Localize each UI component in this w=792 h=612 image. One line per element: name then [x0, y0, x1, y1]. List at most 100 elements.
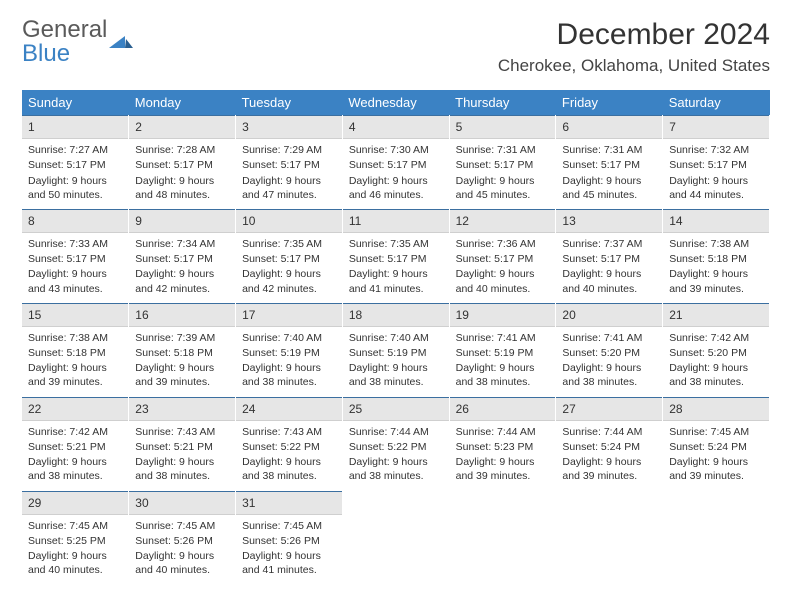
month-title: December 2024: [498, 18, 770, 52]
day-number: 16: [129, 303, 235, 327]
location: Cherokee, Oklahoma, United States: [498, 56, 770, 76]
day-number: 22: [22, 397, 128, 421]
calendar-week-row: 29Sunrise: 7:45 AMSunset: 5:25 PMDayligh…: [22, 491, 770, 585]
calendar-week-row: 22Sunrise: 7:42 AMSunset: 5:21 PMDayligh…: [22, 397, 770, 491]
calendar-cell: 16Sunrise: 7:39 AMSunset: 5:18 PMDayligh…: [129, 303, 236, 397]
calendar-cell: 1Sunrise: 7:27 AMSunset: 5:17 PMDaylight…: [22, 115, 129, 209]
day-number: 10: [236, 209, 342, 233]
day-body: Sunrise: 7:37 AMSunset: 5:17 PMDaylight:…: [556, 233, 662, 303]
calendar-cell: 13Sunrise: 7:37 AMSunset: 5:17 PMDayligh…: [556, 209, 663, 303]
sunrise-line: Sunrise: 7:35 AM: [349, 237, 443, 251]
sunset-line: Sunset: 5:17 PM: [28, 252, 122, 266]
day-body: Sunrise: 7:27 AMSunset: 5:17 PMDaylight:…: [22, 139, 128, 209]
day-body: Sunrise: 7:43 AMSunset: 5:22 PMDaylight:…: [236, 421, 342, 491]
day-body: Sunrise: 7:28 AMSunset: 5:17 PMDaylight:…: [129, 139, 235, 209]
day-body: Sunrise: 7:35 AMSunset: 5:17 PMDaylight:…: [236, 233, 342, 303]
sunrise-line: Sunrise: 7:36 AM: [456, 237, 550, 251]
sunset-line: Sunset: 5:18 PM: [669, 252, 763, 266]
sunset-line: Sunset: 5:17 PM: [135, 158, 229, 172]
calendar-cell: 3Sunrise: 7:29 AMSunset: 5:17 PMDaylight…: [236, 115, 343, 209]
day-number: 14: [663, 209, 769, 233]
sunrise-line: Sunrise: 7:39 AM: [135, 331, 229, 345]
calendar-cell: 12Sunrise: 7:36 AMSunset: 5:17 PMDayligh…: [449, 209, 556, 303]
daylight-line: Daylight: 9 hours and 39 minutes.: [456, 455, 550, 483]
day-body: Sunrise: 7:38 AMSunset: 5:18 PMDaylight:…: [22, 327, 128, 397]
day-number: 25: [343, 397, 449, 421]
sunset-line: Sunset: 5:19 PM: [349, 346, 443, 360]
day-body: Sunrise: 7:45 AMSunset: 5:25 PMDaylight:…: [22, 515, 128, 585]
daylight-line: Daylight: 9 hours and 44 minutes.: [669, 174, 763, 202]
calendar-cell: 5Sunrise: 7:31 AMSunset: 5:17 PMDaylight…: [449, 115, 556, 209]
sunset-line: Sunset: 5:17 PM: [562, 158, 656, 172]
daylight-line: Daylight: 9 hours and 42 minutes.: [242, 267, 336, 295]
day-number: 3: [236, 115, 342, 139]
weekday-header: Tuesday: [236, 90, 343, 115]
daylight-line: Daylight: 9 hours and 38 minutes.: [242, 361, 336, 389]
day-number: 13: [556, 209, 662, 233]
logo-text-blue: Blue: [22, 40, 70, 67]
calendar-cell: 18Sunrise: 7:40 AMSunset: 5:19 PMDayligh…: [342, 303, 449, 397]
sunset-line: Sunset: 5:24 PM: [562, 440, 656, 454]
weekday-header: Thursday: [449, 90, 556, 115]
sunset-line: Sunset: 5:18 PM: [28, 346, 122, 360]
daylight-line: Daylight: 9 hours and 50 minutes.: [28, 174, 122, 202]
day-body: Sunrise: 7:45 AMSunset: 5:26 PMDaylight:…: [236, 515, 342, 585]
calendar-week-row: 8Sunrise: 7:33 AMSunset: 5:17 PMDaylight…: [22, 209, 770, 303]
sunset-line: Sunset: 5:17 PM: [669, 158, 763, 172]
daylight-line: Daylight: 9 hours and 40 minutes.: [562, 267, 656, 295]
daylight-line: Daylight: 9 hours and 38 minutes.: [242, 455, 336, 483]
calendar-cell: 8Sunrise: 7:33 AMSunset: 5:17 PMDaylight…: [22, 209, 129, 303]
day-body: Sunrise: 7:42 AMSunset: 5:21 PMDaylight:…: [22, 421, 128, 491]
daylight-line: Daylight: 9 hours and 45 minutes.: [456, 174, 550, 202]
sunset-line: Sunset: 5:17 PM: [242, 252, 336, 266]
sunrise-line: Sunrise: 7:41 AM: [562, 331, 656, 345]
day-body: Sunrise: 7:36 AMSunset: 5:17 PMDaylight:…: [450, 233, 556, 303]
sunrise-line: Sunrise: 7:45 AM: [135, 519, 229, 533]
calendar-cell: 22Sunrise: 7:42 AMSunset: 5:21 PMDayligh…: [22, 397, 129, 491]
daylight-line: Daylight: 9 hours and 39 minutes.: [28, 361, 122, 389]
sunset-line: Sunset: 5:24 PM: [669, 440, 763, 454]
day-number: 29: [22, 491, 128, 515]
day-body: Sunrise: 7:44 AMSunset: 5:24 PMDaylight:…: [556, 421, 662, 491]
sunset-line: Sunset: 5:26 PM: [242, 534, 336, 548]
sunrise-line: Sunrise: 7:34 AM: [135, 237, 229, 251]
day-number: 21: [663, 303, 769, 327]
day-number: 6: [556, 115, 662, 139]
day-body: Sunrise: 7:32 AMSunset: 5:17 PMDaylight:…: [663, 139, 769, 209]
calendar-cell: 20Sunrise: 7:41 AMSunset: 5:20 PMDayligh…: [556, 303, 663, 397]
day-body: Sunrise: 7:35 AMSunset: 5:17 PMDaylight:…: [343, 233, 449, 303]
calendar-cell: [556, 491, 663, 585]
sunrise-line: Sunrise: 7:44 AM: [562, 425, 656, 439]
sunrise-line: Sunrise: 7:31 AM: [456, 143, 550, 157]
day-number: 30: [129, 491, 235, 515]
sunrise-line: Sunrise: 7:40 AM: [349, 331, 443, 345]
daylight-line: Daylight: 9 hours and 39 minutes.: [669, 455, 763, 483]
day-body: Sunrise: 7:29 AMSunset: 5:17 PMDaylight:…: [236, 139, 342, 209]
day-body: Sunrise: 7:40 AMSunset: 5:19 PMDaylight:…: [343, 327, 449, 397]
daylight-line: Daylight: 9 hours and 40 minutes.: [135, 549, 229, 577]
day-body: Sunrise: 7:42 AMSunset: 5:20 PMDaylight:…: [663, 327, 769, 397]
day-body: Sunrise: 7:41 AMSunset: 5:19 PMDaylight:…: [450, 327, 556, 397]
sunrise-line: Sunrise: 7:45 AM: [242, 519, 336, 533]
calendar-cell: 15Sunrise: 7:38 AMSunset: 5:18 PMDayligh…: [22, 303, 129, 397]
daylight-line: Daylight: 9 hours and 39 minutes.: [135, 361, 229, 389]
sunrise-line: Sunrise: 7:43 AM: [135, 425, 229, 439]
sunset-line: Sunset: 5:22 PM: [349, 440, 443, 454]
day-number: 27: [556, 397, 662, 421]
calendar-cell: [449, 491, 556, 585]
day-body: Sunrise: 7:31 AMSunset: 5:17 PMDaylight:…: [450, 139, 556, 209]
weekday-header: Friday: [556, 90, 663, 115]
weekday-header: Monday: [129, 90, 236, 115]
day-body: Sunrise: 7:30 AMSunset: 5:17 PMDaylight:…: [343, 139, 449, 209]
day-body: Sunrise: 7:39 AMSunset: 5:18 PMDaylight:…: [129, 327, 235, 397]
calendar-cell: 25Sunrise: 7:44 AMSunset: 5:22 PMDayligh…: [342, 397, 449, 491]
sunrise-line: Sunrise: 7:29 AM: [242, 143, 336, 157]
calendar-cell: 17Sunrise: 7:40 AMSunset: 5:19 PMDayligh…: [236, 303, 343, 397]
logo-text: General Blue: [22, 18, 107, 66]
sunrise-line: Sunrise: 7:45 AM: [669, 425, 763, 439]
header: General Blue December 2024 Cherokee, Okl…: [22, 18, 770, 76]
weekday-header-row: Sunday Monday Tuesday Wednesday Thursday…: [22, 90, 770, 115]
calendar-week-row: 1Sunrise: 7:27 AMSunset: 5:17 PMDaylight…: [22, 115, 770, 209]
calendar-cell: 29Sunrise: 7:45 AMSunset: 5:25 PMDayligh…: [22, 491, 129, 585]
day-number: 1: [22, 115, 128, 139]
